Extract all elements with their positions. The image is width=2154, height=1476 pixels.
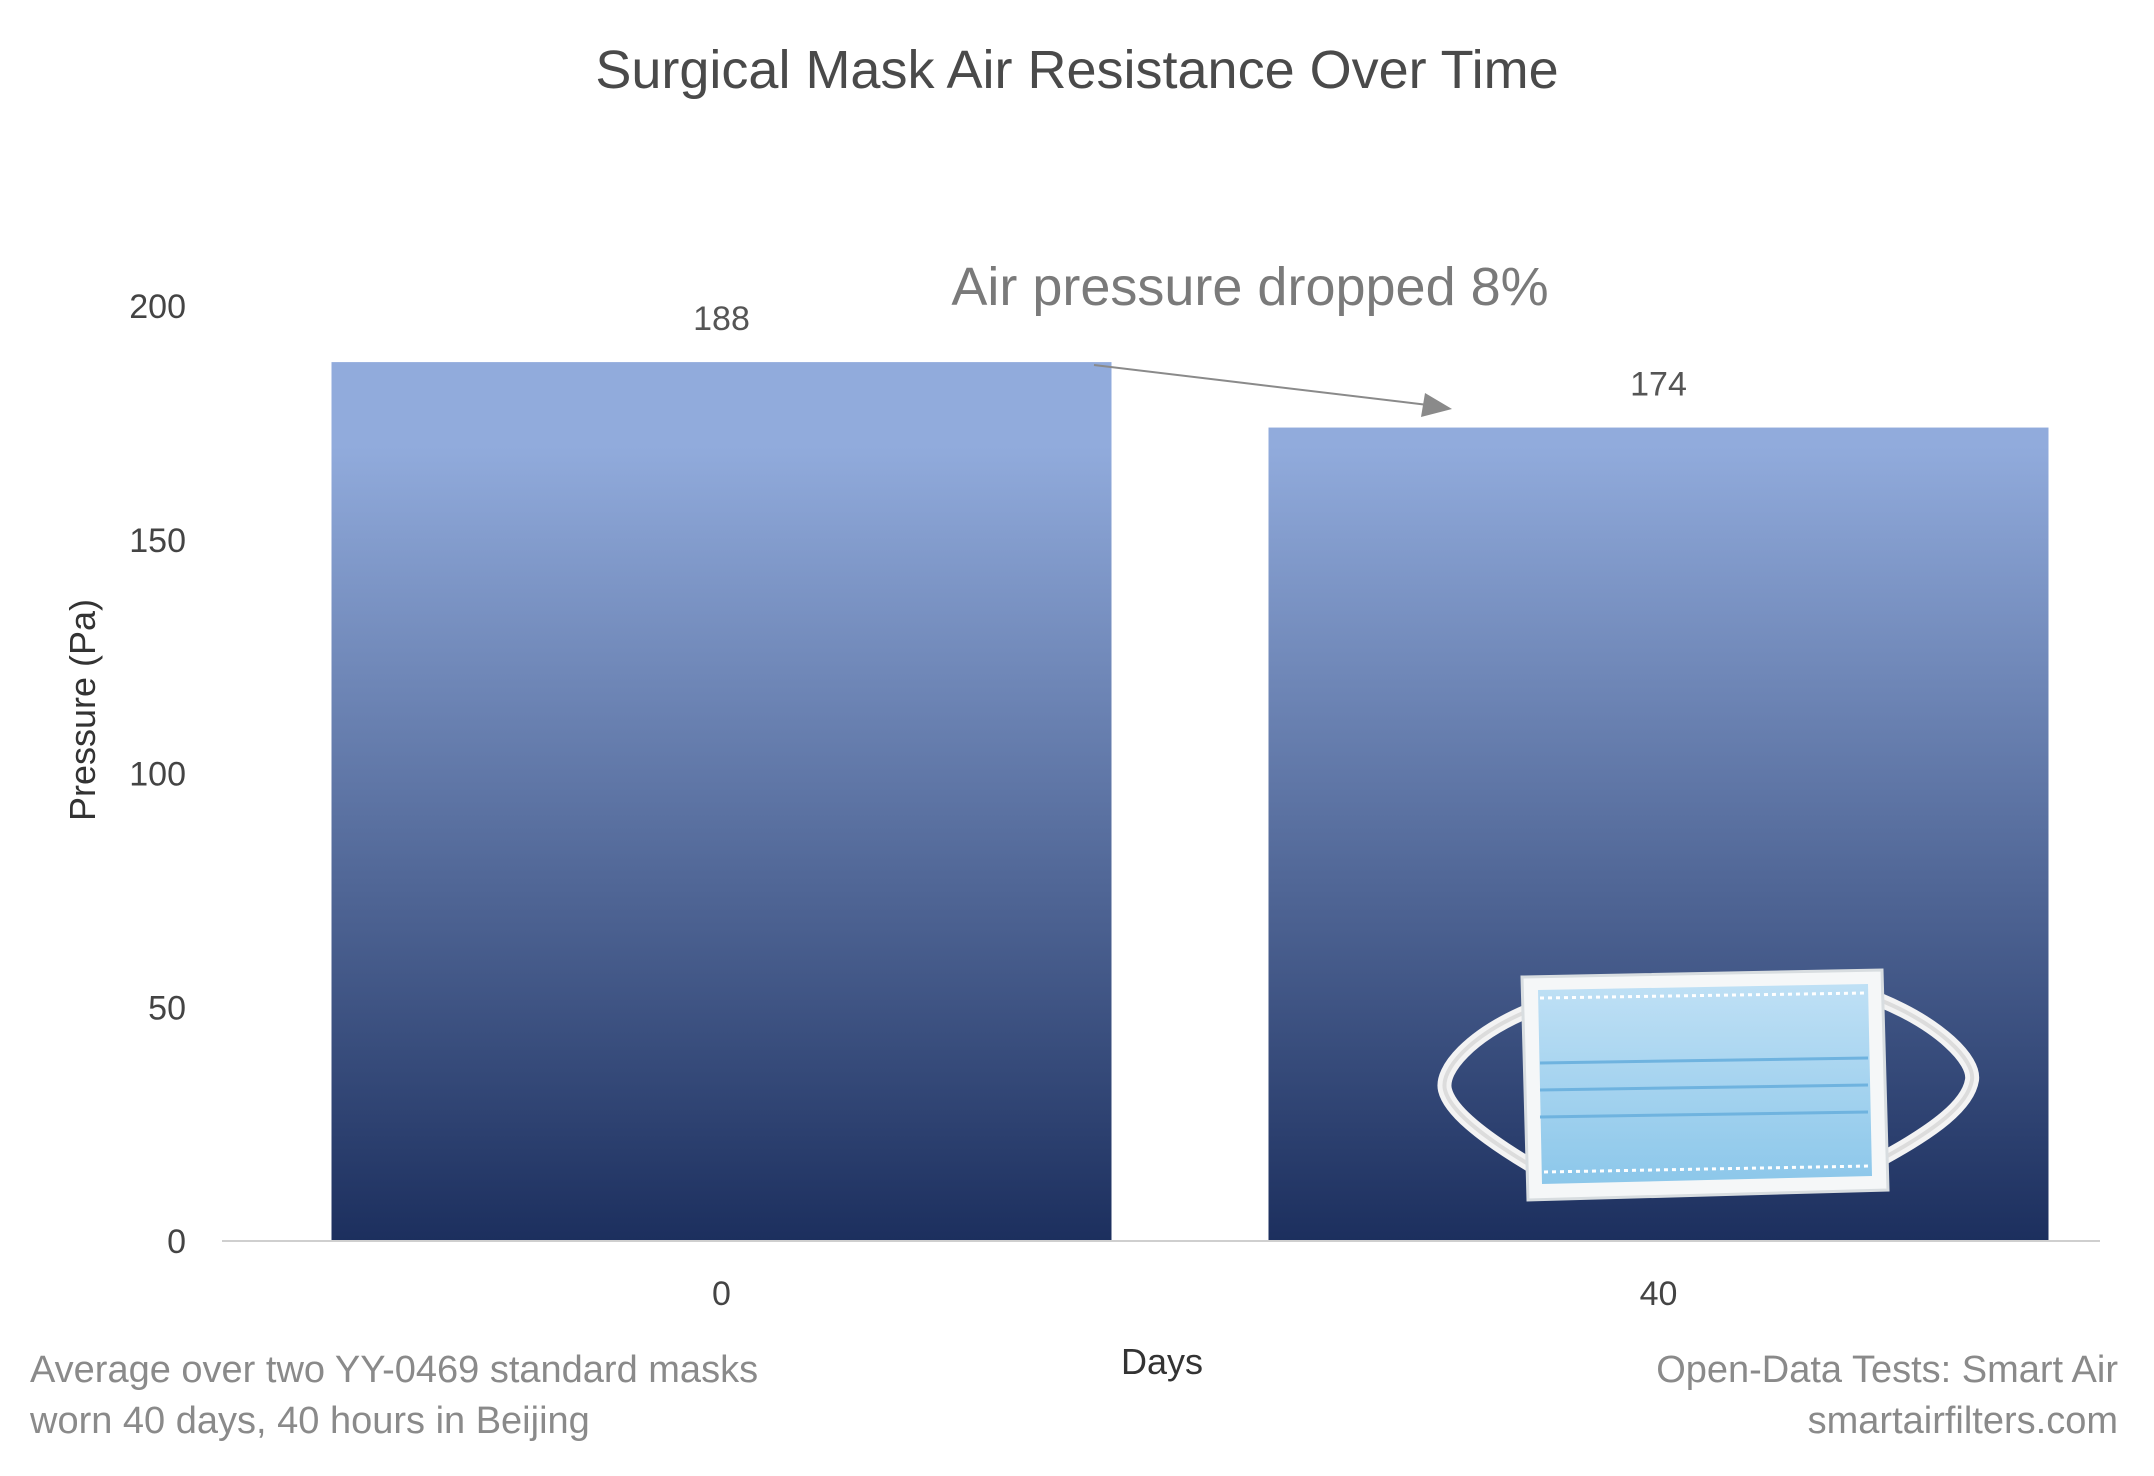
data-label-0: 188	[693, 300, 750, 338]
y-tick-label-100: 100	[129, 756, 186, 794]
footnote-right-line2: smartairfilters.com	[1808, 1400, 2118, 1442]
footnote-left-line1: Average over two YY-0469 standard masks	[30, 1349, 758, 1391]
data-labels-group: 188 174	[693, 300, 1687, 403]
y-axis-title: Pressure (Pa)	[62, 599, 103, 821]
footnote-right-line1: Open-Data Tests: Smart Air	[1656, 1349, 2118, 1391]
y-ticks-group: 0 50 100 150 200	[129, 288, 186, 1261]
y-tick-label-50: 50	[148, 989, 186, 1027]
x-ticks-group: 0 40	[712, 1275, 1677, 1313]
x-tick-label-40: 40	[1640, 1275, 1678, 1313]
y-tick-label-200: 200	[129, 288, 186, 326]
bars-group	[331, 362, 2049, 1242]
y-tick-label-0: 0	[167, 1223, 186, 1261]
y-tick-label-150: 150	[129, 522, 186, 560]
x-axis-title: Days	[1121, 1341, 1203, 1382]
data-label-40: 174	[1630, 366, 1687, 404]
x-tick-label-0: 0	[712, 1275, 731, 1313]
chart-title: Surgical Mask Air Resistance Over Time	[595, 40, 1558, 100]
annotation-text: Air pressure dropped 8%	[951, 257, 1548, 317]
surgical-mask-icon	[1437, 968, 1980, 1202]
annotation-arrow	[1093, 364, 1452, 417]
bar-0	[331, 362, 1112, 1242]
footnote-left-line2: worn 40 days, 40 hours in Beijing	[29, 1400, 590, 1442]
